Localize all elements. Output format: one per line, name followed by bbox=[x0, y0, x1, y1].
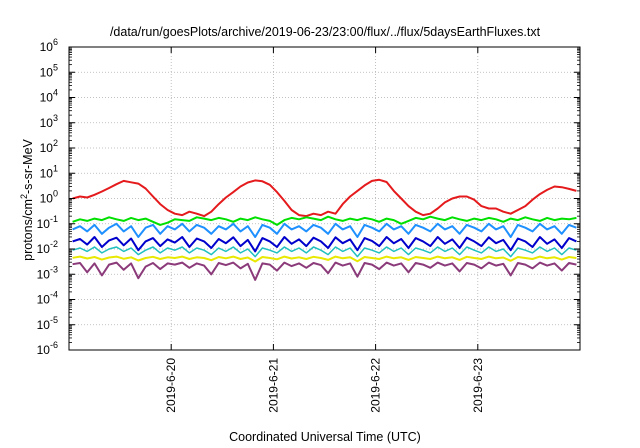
series-line-1 bbox=[72, 178, 577, 218]
series-line-2 bbox=[72, 215, 577, 226]
ticks: 10-6 10-5 10-4 10-3 10-2 10-1 100 101 102 103 104 1… bbox=[37, 37, 580, 413]
y-axis-label-superscript: 2 bbox=[19, 194, 29, 199]
x-tick-label: 2019-6-20 bbox=[164, 358, 178, 413]
x-tick-label: 2019-6-23 bbox=[471, 358, 485, 413]
x-axis-label: Coordinated Universal Time (UTC) bbox=[229, 430, 421, 444]
grid bbox=[69, 47, 580, 350]
x-tick-label: 2019-6-21 bbox=[266, 358, 280, 413]
y-tick-label: 10-3 bbox=[37, 264, 58, 281]
chart-title: /data/run/goesPlots/archive/2019-06-23/2… bbox=[110, 25, 541, 39]
series-line-5 bbox=[72, 246, 577, 258]
y-tick-label: 100 bbox=[40, 189, 58, 206]
y-tick-label: 10-2 bbox=[37, 239, 58, 256]
y-axis-label-suffix: -s-sr-MeV bbox=[21, 138, 35, 194]
series-line-3 bbox=[72, 222, 577, 238]
y-tick-label: 105 bbox=[40, 62, 58, 79]
y-axis-label-group: protons/cm2-s-sr-MeV bbox=[19, 138, 35, 260]
y-tick-label: 101 bbox=[40, 163, 58, 180]
y-tick-label: 10-4 bbox=[37, 290, 58, 307]
y-tick-label: 10-6 bbox=[37, 340, 58, 357]
y-tick-label: 10-5 bbox=[37, 315, 58, 332]
y-tick-label: 102 bbox=[40, 138, 58, 155]
series-group bbox=[72, 178, 577, 281]
y-axis-label-prefix: protons/cm bbox=[21, 199, 35, 261]
x-tick-label: 2019-6-22 bbox=[369, 358, 383, 413]
y-axis-label: protons/cm2-s-sr-MeV bbox=[19, 138, 35, 260]
y-tick-label: 106 bbox=[40, 37, 58, 54]
series-line-7 bbox=[72, 261, 577, 281]
series-line-4 bbox=[72, 236, 577, 253]
series-line-6 bbox=[72, 255, 577, 263]
y-tick-label: 10-1 bbox=[37, 214, 58, 231]
y-tick-label: 103 bbox=[40, 113, 58, 130]
y-tick-label: 104 bbox=[40, 88, 58, 105]
